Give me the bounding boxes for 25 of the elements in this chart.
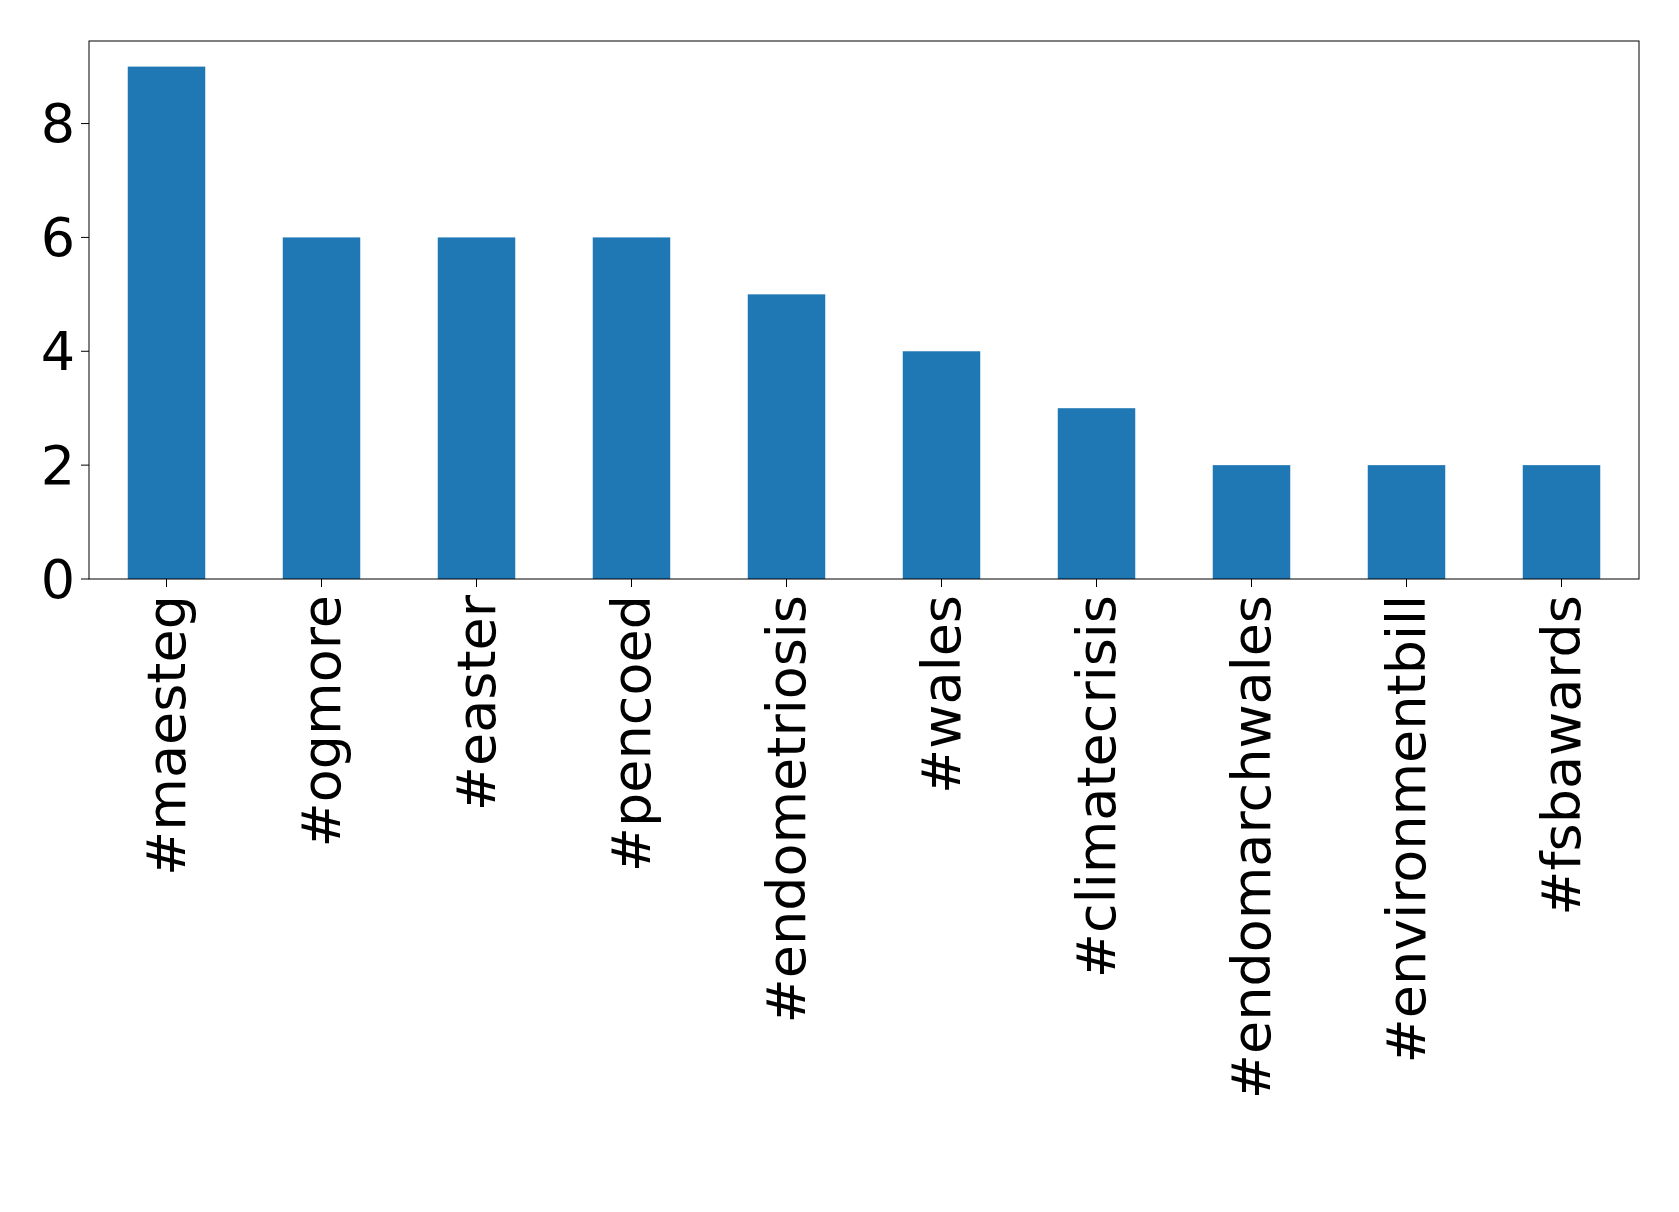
bar bbox=[1367, 465, 1446, 579]
y-tick-label: 6 bbox=[40, 206, 75, 270]
bar bbox=[437, 237, 516, 579]
bar bbox=[127, 66, 206, 579]
x-tick-label: #climatecrisis bbox=[1065, 595, 1129, 979]
x-tick-label: #endomarchwales bbox=[1220, 595, 1284, 1100]
x-tick-label: #easter bbox=[445, 594, 509, 812]
y-tick-label: 8 bbox=[40, 92, 75, 156]
bar bbox=[1522, 465, 1601, 579]
x-tick-label: #fsbawards bbox=[1530, 595, 1594, 916]
bar bbox=[592, 237, 671, 579]
x-tick-label: #maesteg bbox=[135, 595, 199, 876]
x-tick-label: #endometriosis bbox=[755, 595, 819, 1024]
bar bbox=[1057, 408, 1136, 579]
bar bbox=[282, 237, 361, 579]
y-tick-label: 4 bbox=[40, 320, 75, 384]
x-tick-label: #pencoed bbox=[600, 595, 664, 873]
x-tick-label: #ogmore bbox=[290, 595, 354, 848]
bar bbox=[747, 294, 826, 579]
bar bbox=[1212, 465, 1291, 579]
y-tick-label: 0 bbox=[40, 547, 75, 611]
x-tick-label: #wales bbox=[910, 595, 974, 794]
x-tick-label: #environmentbill bbox=[1375, 595, 1439, 1064]
bar bbox=[902, 351, 981, 579]
y-tick-label: 2 bbox=[40, 434, 75, 498]
